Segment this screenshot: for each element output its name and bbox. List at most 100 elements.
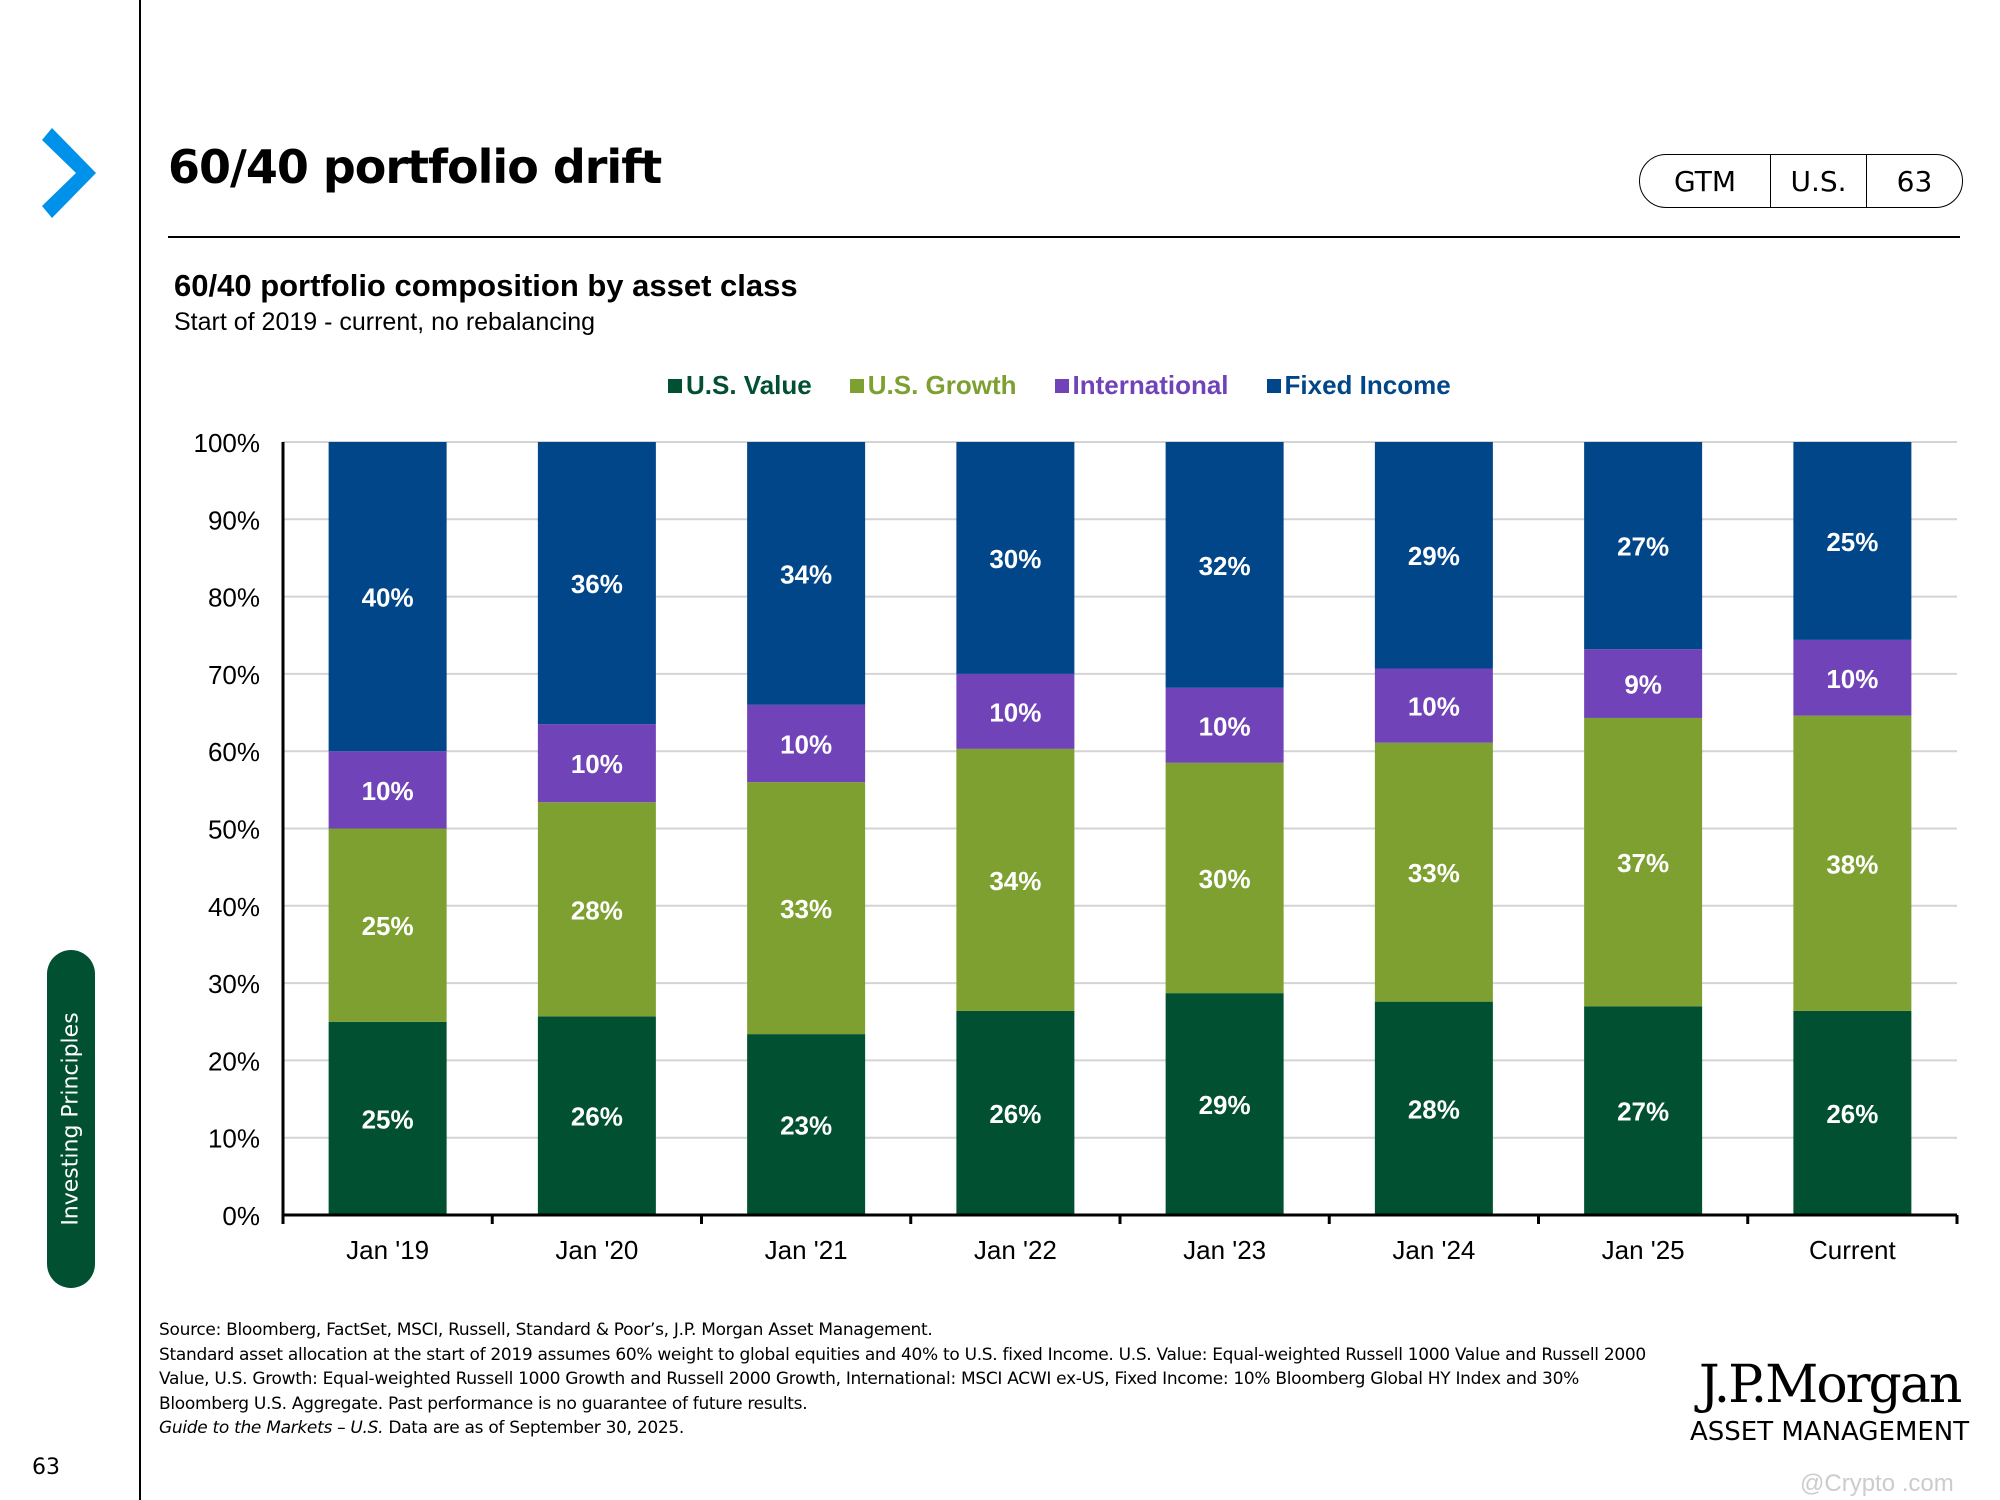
legend-swatch: [1054, 378, 1069, 393]
data-label: 10%: [362, 776, 414, 806]
data-label: 10%: [1199, 711, 1251, 741]
bar-segment: [1165, 687, 1284, 763]
guide-title: Guide to the Markets – U.S.: [159, 1418, 384, 1438]
data-label: 26%: [571, 1102, 623, 1132]
y-tick-label: 20%: [208, 1046, 260, 1076]
footnote-source: Source: Bloomberg, FactSet, MSCI, Russel…: [159, 1320, 933, 1340]
legend-label: U.S. Growth: [867, 370, 1017, 400]
section-tab[interactable]: Investing Principles: [47, 950, 95, 1288]
legend-label: International: [1072, 370, 1229, 400]
bar-segment: [537, 1016, 656, 1215]
footnote-as-of: Guide to the Markets – U.S. Data are as …: [159, 1416, 1659, 1441]
y-tick-label: 70%: [208, 660, 260, 690]
data-label: 30%: [989, 544, 1041, 574]
bar-segment: [1793, 639, 1912, 716]
data-label: 25%: [1826, 527, 1878, 557]
chart-subtitle: Start of 2019 - current, no rebalancing: [174, 308, 596, 336]
y-tick-label: 50%: [208, 815, 260, 845]
y-tick-label: 10%: [208, 1124, 260, 1154]
x-tick-label: Jan '22: [974, 1235, 1057, 1265]
x-tick-label: Jan '25: [1602, 1235, 1685, 1265]
data-label: 10%: [989, 697, 1041, 727]
data-label: 33%: [780, 894, 832, 924]
logo-subtitle: ASSET MANAGEMENT: [1690, 1417, 1970, 1447]
bar-segment: [1584, 1006, 1703, 1215]
legend-swatch: [668, 378, 682, 393]
bar-segment: [328, 442, 447, 752]
page-title: 60/40 portfolio drift: [168, 140, 662, 194]
bar-segment: [328, 751, 447, 829]
data-label: 10%: [1408, 692, 1460, 722]
chart-legend: U.S. Value U.S. Growth International Fix…: [668, 370, 1451, 401]
y-tick-label: 80%: [208, 583, 260, 613]
data-label: 25%: [362, 911, 414, 941]
footnote-notes: Standard asset allocation at the start o…: [159, 1344, 1646, 1414]
bar-segment: [1793, 442, 1912, 640]
x-tick-label: Jan '20: [555, 1235, 638, 1265]
bar-segment: [537, 724, 656, 803]
legend-item-fixed-income: Fixed Income: [1266, 370, 1451, 401]
title-divider: [168, 236, 1960, 238]
legend-label: Fixed Income: [1284, 370, 1451, 400]
legend-label: U.S. Value: [686, 370, 812, 400]
data-label: 26%: [989, 1099, 1041, 1129]
bar-segment: [537, 802, 656, 1017]
bar-segment: [956, 673, 1075, 749]
y-tick-label: 100%: [194, 428, 261, 458]
data-label: 28%: [571, 895, 623, 925]
footnotes: Source: Bloomberg, FactSet, MSCI, Russel…: [159, 1318, 1659, 1441]
data-label: 28%: [1408, 1094, 1460, 1124]
data-label: 29%: [1408, 541, 1460, 571]
left-divider-line: [139, 0, 141, 1500]
bar-segment: [328, 1021, 447, 1215]
data-label: 27%: [1617, 532, 1669, 562]
x-tick-label: Jan '24: [1392, 1235, 1475, 1265]
bar-segment: [1584, 442, 1703, 650]
bar-segment: [747, 442, 866, 705]
bar-segment: [1793, 715, 1912, 1011]
data-label: 25%: [362, 1104, 414, 1134]
y-tick-label: 40%: [208, 892, 260, 922]
y-tick-label: 30%: [208, 969, 260, 999]
data-label: 34%: [989, 866, 1041, 896]
bar-segment: [1165, 993, 1284, 1215]
data-label: 32%: [1199, 551, 1251, 581]
data-label: 10%: [571, 749, 623, 779]
data-label: 10%: [1826, 664, 1878, 694]
data-label: 30%: [1199, 864, 1251, 894]
bar-segment: [956, 442, 1075, 674]
data-label: 38%: [1826, 849, 1878, 879]
tag-gtm: GTM: [1640, 155, 1771, 207]
bar-segment: [747, 1034, 866, 1215]
jpmorgan-logo: J.P.Morgan ASSET MANAGEMENT: [1690, 1355, 1969, 1447]
legend-swatch: [849, 378, 864, 393]
legend-swatch: [1266, 378, 1281, 393]
page-tag-pill: GTM U.S. 63: [1639, 154, 1963, 208]
stacked-bar-chart: 0% 10% 20% 30% 40% 50% 60% 70% 80% 90% 100% 25% 25% 1…: [194, 428, 1959, 1265]
bar-segment: [956, 748, 1075, 1011]
watermark: @Crypto .com: [1800, 1470, 1954, 1497]
y-tick-label: 0%: [222, 1201, 260, 1231]
data-label: 10%: [780, 729, 832, 759]
logo-name: J.P.Morgan: [1698, 1355, 1963, 1415]
bar-segment: [328, 828, 447, 1022]
legend-item-us-value: U.S. Value: [668, 370, 812, 401]
x-tick-label: Jan '21: [765, 1235, 848, 1265]
bar-segment: [1584, 717, 1703, 1007]
data-label: 23%: [780, 1111, 832, 1141]
legend-item-us-growth: U.S. Growth: [849, 370, 1017, 401]
x-tick-label: Current: [1809, 1235, 1896, 1265]
data-label: 34%: [780, 559, 832, 589]
data-label: 33%: [1408, 858, 1460, 888]
data-label: 29%: [1199, 1090, 1251, 1120]
bar-segment: [1165, 762, 1284, 994]
bar-segment: [1793, 1010, 1912, 1215]
bar-segment: [747, 782, 866, 1035]
section-tab-label: Investing Principles: [58, 1012, 84, 1226]
bar-segment: [956, 1010, 1075, 1215]
bar-segment: [1374, 668, 1493, 743]
tag-region: U.S.: [1771, 155, 1867, 207]
bar-segment: [747, 704, 866, 783]
bar-segment: [1374, 742, 1493, 1002]
bar-segment: [537, 442, 656, 725]
